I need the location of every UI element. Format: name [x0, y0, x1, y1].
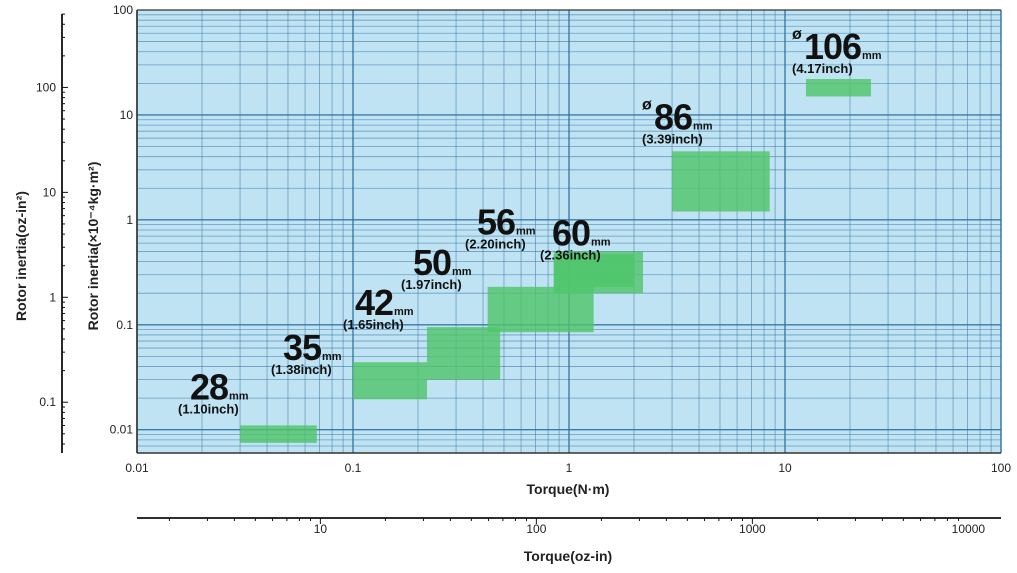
region-label-size: 56: [477, 201, 515, 242]
region-label-unit: mm: [862, 50, 882, 62]
region-label-phi: ø: [792, 26, 802, 43]
region-label-unit: mm: [322, 351, 342, 363]
region-label-inch: (1.38inch): [271, 362, 332, 377]
grid-lines: [136, 10, 1002, 454]
x-axis-label: Torque(N·m): [527, 481, 610, 497]
x-tick-label: 0.1: [345, 461, 362, 475]
region-label-size: 106: [804, 26, 861, 67]
region-label-unit: mm: [452, 266, 472, 278]
region-label-size: 60: [552, 212, 590, 253]
y-tick-label: 1: [126, 213, 133, 227]
region-label-unit: mm: [693, 120, 713, 132]
x-tick-label: 10: [778, 461, 792, 475]
y-tick-label: 0.1: [116, 318, 133, 332]
region-label-inch: (3.39inch): [642, 131, 703, 146]
x-tick-label: 100: [991, 461, 1011, 475]
y-tick-label: 100: [113, 3, 133, 17]
y2-tick-label: 1: [49, 290, 56, 304]
region-35mm: [353, 362, 427, 400]
region-60mm: [553, 251, 643, 294]
region-label-phi: ø: [642, 96, 652, 113]
y2-tick-label: 100: [36, 80, 56, 94]
motor-size-regions: [240, 78, 871, 443]
y-tick-label: 0.01: [110, 423, 134, 437]
axes: [61, 9, 1001, 524]
region-label-size: 50: [413, 242, 451, 283]
y-tick-label: 10: [120, 108, 134, 122]
y-axis-label: Rotor inertia(×10⁻⁴kg·m²): [85, 162, 101, 331]
region-106mm: [805, 78, 871, 97]
region-label-size: 86: [654, 96, 692, 137]
y2-axis-label: Rotor inertia(oz-in²): [13, 191, 29, 321]
region-label-size: 28: [190, 366, 228, 407]
tick-labels: 0.01 0.1 1 10 100 0.01 0.1 1 10 100 10 100 1000 10000…: [36, 3, 1011, 536]
x2-tick-label: 10000: [952, 522, 986, 536]
x-tick-label: 1: [566, 461, 573, 475]
region-label-unit: mm: [516, 225, 536, 237]
x-tick-label: 0.01: [125, 461, 149, 475]
region-label-unit: mm: [394, 306, 414, 318]
x2-axis-label: Torque(oz-in): [524, 548, 612, 564]
region-label-inch: (1.65inch): [343, 317, 404, 332]
y2-tick-label: 10: [43, 185, 57, 199]
region-label-inch: (2.36inch): [540, 247, 601, 262]
region-label-inch: (1.97inch): [401, 277, 462, 292]
region-labels: 28 mm(1.10inch)35 mm(1.38inch)42 mm(1.65inc…: [178, 26, 882, 416]
region-50mm: [487, 286, 594, 333]
x2-tick-label: 10: [314, 522, 328, 536]
region-label-inch: (4.17inch): [792, 61, 853, 76]
region-label-size: 35: [283, 327, 322, 368]
region-label-unit: mm: [591, 236, 611, 248]
region-label-inch: (2.20inch): [465, 236, 526, 251]
region-label-inch: (1.10inch): [178, 401, 239, 416]
region-label-size: 42: [355, 282, 393, 323]
y2-tick-label: 0.1: [39, 395, 56, 409]
x2-tick-label: 1000: [739, 522, 766, 536]
x2-tick-label: 100: [526, 522, 546, 536]
region-42mm: [426, 327, 501, 380]
region-label-unit: mm: [229, 390, 249, 402]
region-86mm: [672, 151, 770, 212]
region-28mm: [240, 425, 317, 443]
